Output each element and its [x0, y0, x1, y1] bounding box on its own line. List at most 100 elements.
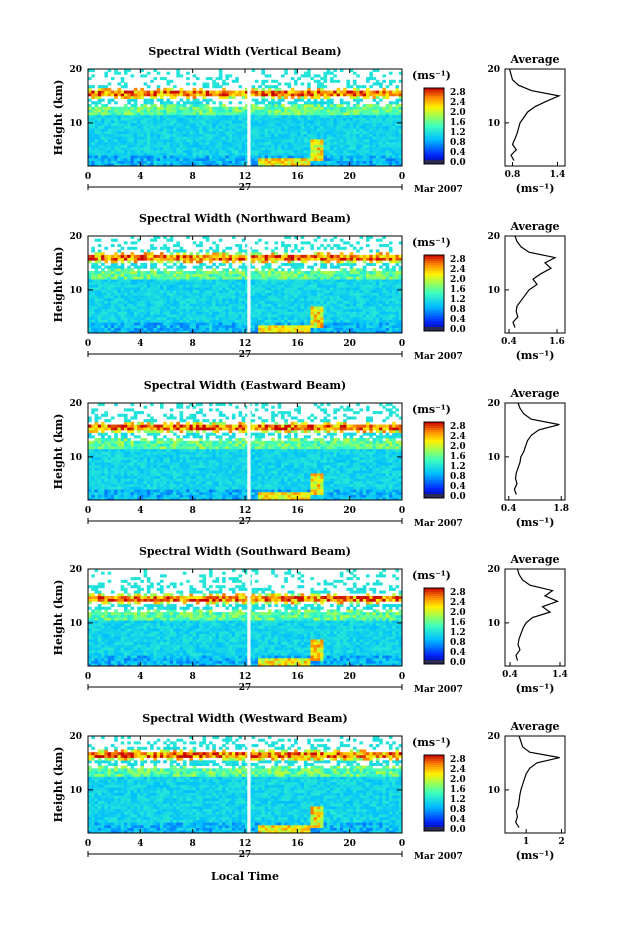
- heatmap-cell: [140, 160, 144, 164]
- heatmap-cell: [205, 125, 210, 129]
- heatmap-cell: [120, 114, 125, 118]
- heatmap-cell: [372, 311, 377, 315]
- heatmap-cell: [284, 114, 288, 118]
- heatmap-cell: [303, 292, 308, 296]
- heatmap-cell: [356, 149, 360, 153]
- heatmap-cell: [137, 289, 141, 293]
- heatmap-cell: [189, 163, 194, 167]
- colorbar-step: [424, 98, 444, 101]
- heatmap-cell: [385, 149, 390, 153]
- heatmap-cell: [114, 306, 118, 310]
- heatmap-cell: [192, 330, 197, 334]
- heatmap-cell: [218, 128, 223, 132]
- heatmap-cell: [254, 276, 259, 280]
- heatmap-cell: [274, 303, 279, 307]
- heatmap-cell: [146, 149, 151, 153]
- heatmap-cell: [169, 163, 174, 167]
- heatmap-cell: [140, 141, 144, 145]
- heatmap-cell: [297, 316, 301, 320]
- heatmap-cell: [267, 281, 272, 285]
- heatmap-cell: [264, 276, 269, 280]
- heatmap-cell: [238, 319, 243, 323]
- heatmap-cell: [143, 271, 148, 275]
- heatmap-cell: [375, 300, 380, 304]
- heatmap-cell: [280, 136, 285, 140]
- heatmap-cell: [379, 141, 383, 145]
- heatmap-cell: [110, 106, 115, 110]
- heatmap-cell: [287, 292, 292, 296]
- heatmap-cell: [320, 295, 324, 299]
- heatmap-cell: [362, 139, 367, 143]
- heatmap-cell: [398, 106, 403, 110]
- heatmap-cell: [153, 271, 158, 275]
- heatmap-cell: [258, 149, 262, 153]
- heatmap-cell: [140, 109, 144, 113]
- heatmap-cell: [313, 319, 318, 323]
- heatmap-cell: [199, 279, 203, 283]
- heatmap-cell: [179, 141, 184, 145]
- heatmap-cell: [274, 87, 279, 91]
- heatmap-cell: [375, 101, 380, 105]
- heatmap-cell: [231, 311, 236, 315]
- heatmap-cell: [333, 292, 337, 296]
- heatmap-cell: [274, 147, 279, 151]
- heatmap-cell: [163, 90, 167, 94]
- heatmap-cell: [241, 155, 246, 159]
- heatmap-cell: [264, 157, 269, 161]
- heatmap-cell: [94, 139, 99, 143]
- heatmap-cell: [375, 306, 380, 310]
- heatmap-cell: [336, 308, 341, 312]
- heatmap-cell: [254, 90, 259, 94]
- heatmap-cell: [392, 284, 396, 288]
- heatmap-cell: [88, 149, 92, 153]
- heatmap-cell: [163, 292, 167, 296]
- heatmap-cell: [186, 306, 190, 310]
- heatmap-cell: [199, 319, 203, 323]
- heatmap-cell: [300, 295, 305, 299]
- heatmap-cell: [323, 149, 328, 153]
- heatmap-cell: [359, 279, 364, 283]
- heatmap-cell: [153, 273, 158, 277]
- heatmap-cell: [169, 128, 174, 132]
- heatmap-cell: [225, 324, 229, 328]
- heatmap-cell: [245, 141, 249, 145]
- heatmap-cell: [320, 128, 324, 132]
- heatmap-cell: [179, 292, 184, 296]
- heatmap-cell: [166, 292, 171, 296]
- heatmap-cell: [352, 149, 357, 153]
- heatmap-cell: [140, 163, 144, 167]
- heatmap-cell: [176, 273, 180, 277]
- heatmap-cell: [218, 125, 223, 129]
- heatmap-cell: [339, 69, 344, 73]
- heatmap-cell: [343, 289, 347, 293]
- heatmap-cell: [290, 289, 295, 293]
- heatmap-cell: [280, 109, 285, 113]
- heatmap-cell: [251, 122, 256, 126]
- heatmap-cell: [202, 93, 207, 97]
- heatmap-cell: [150, 147, 154, 151]
- heatmap-cell: [330, 316, 334, 320]
- heatmap-cell: [176, 295, 180, 299]
- heatmap-cell: [156, 279, 161, 283]
- heatmap-cell: [133, 125, 138, 129]
- heatmap-cell: [300, 141, 305, 145]
- heatmap-cell: [346, 319, 351, 323]
- heatmap-cell: [267, 130, 272, 135]
- heatmap-cell: [228, 316, 233, 320]
- heatmap-cell: [120, 276, 125, 280]
- heatmap-cell: [156, 85, 161, 89]
- heatmap-cell: [379, 297, 383, 302]
- heatmap-cell: [91, 117, 95, 121]
- heatmap-cell: [313, 106, 318, 110]
- heatmap-cell: [284, 297, 288, 302]
- heatmap-cell: [379, 322, 383, 326]
- heatmap-cell: [156, 98, 161, 102]
- heatmap-cell: [307, 287, 311, 291]
- heatmap-cell: [114, 327, 118, 331]
- heatmap-cell: [104, 300, 108, 304]
- heatmap-cell: [359, 106, 364, 110]
- heatmap-cell: [97, 284, 102, 288]
- heatmap-cell: [218, 289, 223, 293]
- heatmap-cell: [294, 79, 298, 83]
- heatmap-cell: [294, 117, 298, 121]
